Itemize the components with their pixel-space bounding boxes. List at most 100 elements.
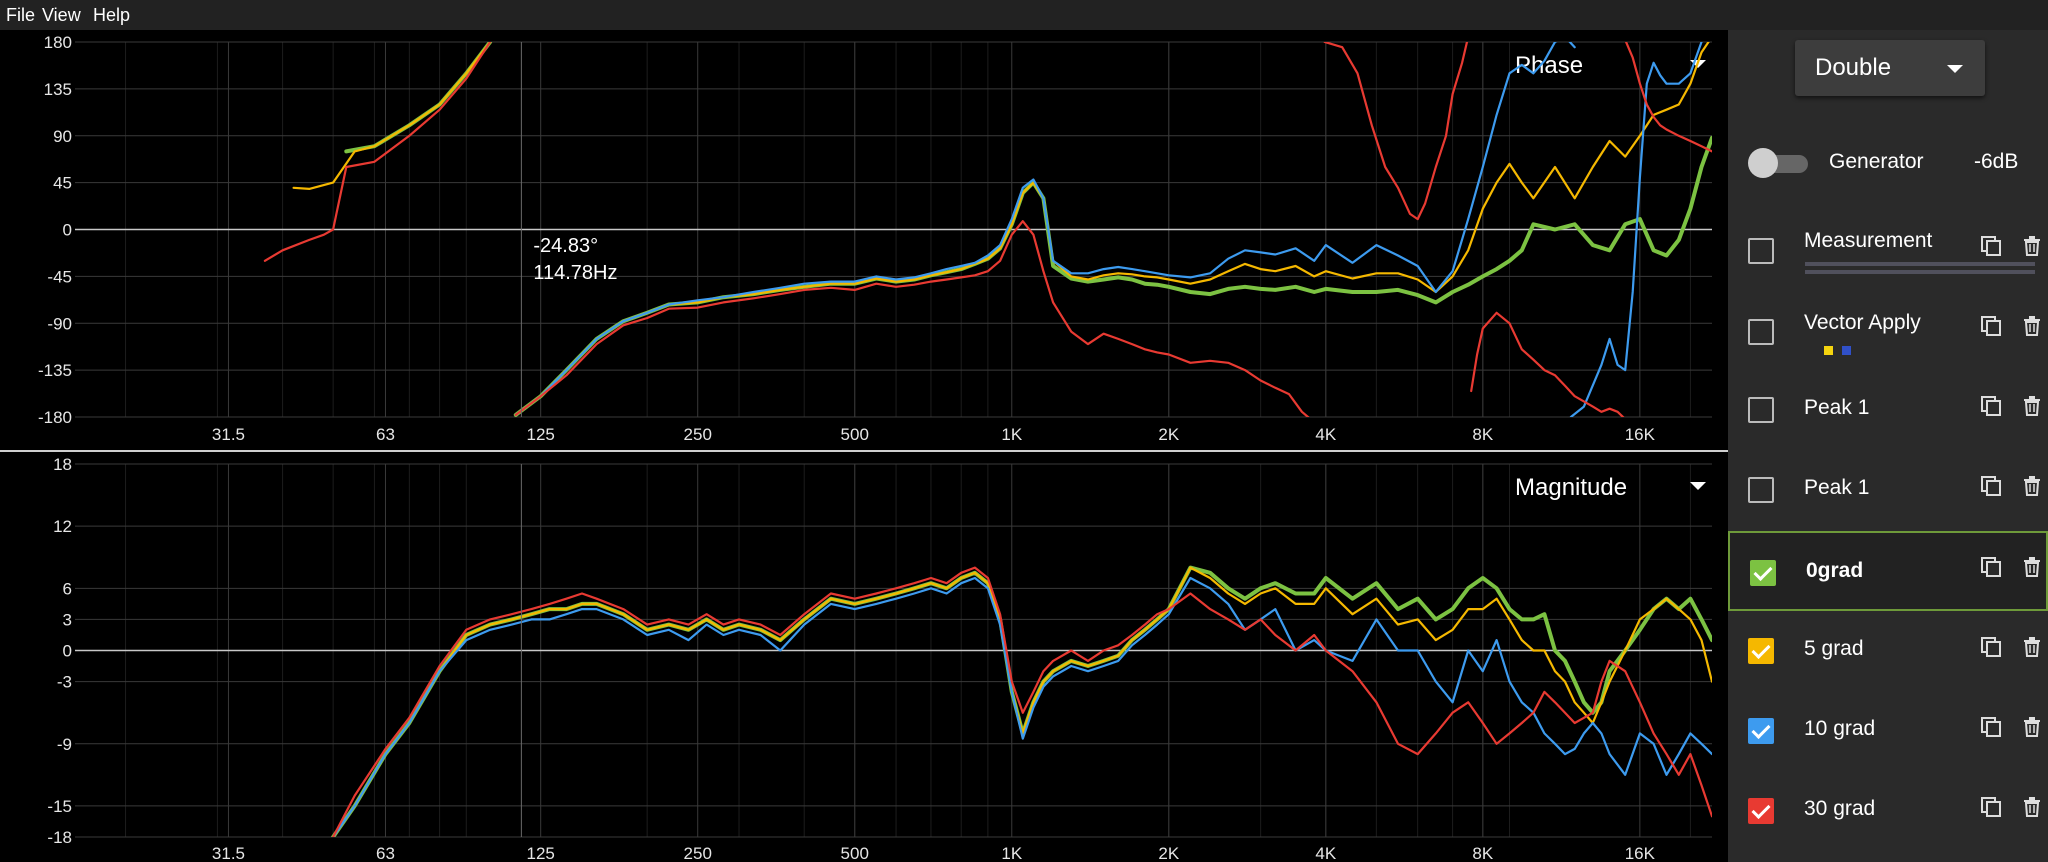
- x-tick-label: 4K: [1315, 844, 1336, 862]
- series-line: [514, 42, 1576, 416]
- series-line: [1323, 42, 1469, 221]
- measurement-checkbox[interactable]: [1748, 798, 1774, 824]
- series-line: [1569, 42, 1703, 417]
- y-tick-label: -90: [47, 314, 72, 333]
- y-tick-label: 18: [53, 455, 72, 474]
- chevron-down-icon[interactable]: [1690, 482, 1706, 490]
- series-group: [263, 42, 1712, 417]
- series-line: [1624, 42, 1712, 153]
- measurement-name: 5 grad: [1804, 637, 1864, 660]
- x-tick-label: 8K: [1472, 425, 1493, 444]
- series-group: [331, 565, 1712, 837]
- copy-icon[interactable]: [1980, 475, 2002, 497]
- y-tick-label: -135: [38, 361, 72, 380]
- x-tick-label: 4K: [1315, 425, 1336, 444]
- measurement-checkbox[interactable]: [1748, 718, 1774, 744]
- menu-file[interactable]: File: [6, 5, 36, 25]
- trash-icon[interactable]: [2022, 556, 2042, 578]
- measurement-name: Vector Apply: [1804, 311, 1921, 334]
- measurement-row[interactable]: Peak 1: [1728, 370, 2048, 450]
- measurement-row[interactable]: 10 grad: [1728, 691, 2048, 771]
- x-tick-label: 16K: [1625, 425, 1656, 444]
- measurement-row[interactable]: Peak 1: [1728, 450, 2048, 530]
- generator-label: Generator: [1829, 150, 1924, 173]
- series-line: [514, 42, 1710, 416]
- x-tick-label: 500: [841, 844, 869, 862]
- measurement-progress-bar: [1805, 270, 2035, 274]
- trash-icon[interactable]: [2022, 315, 2042, 337]
- measurement-row[interactable]: 5 grad: [1728, 611, 2048, 691]
- menu-help[interactable]: Help: [93, 5, 131, 25]
- x-tick-label: 125: [527, 425, 555, 444]
- trash-icon[interactable]: [2022, 235, 2042, 257]
- color-swatch: [1842, 346, 1851, 355]
- series-line: [292, 42, 492, 190]
- y-tick-label: 6: [63, 579, 72, 598]
- series-line: [344, 42, 493, 154]
- measurement-checkbox[interactable]: [1748, 397, 1774, 423]
- phase-chart: 31.5 63 125 250 500 1K 2K 4K 8K 16K 180 135 90 45 0 -45…: [38, 33, 1712, 444]
- x-tick-label: 31.5: [212, 425, 245, 444]
- x-tick-label: 2K: [1158, 425, 1179, 444]
- mode-dropdown[interactable]: Double: [1795, 40, 1985, 96]
- y-tick-label: 180: [44, 33, 72, 52]
- measurement-checkbox[interactable]: [1748, 238, 1774, 264]
- generator-toggle[interactable]: [1748, 148, 1810, 178]
- menu-view[interactable]: View: [42, 5, 81, 25]
- trash-icon[interactable]: [2022, 636, 2042, 658]
- measurement-checkbox[interactable]: [1748, 319, 1774, 345]
- measurement-checkbox[interactable]: [1748, 477, 1774, 503]
- series-line: [331, 565, 1712, 837]
- series-line: [514, 220, 1310, 417]
- y-tick-label: -3: [57, 673, 72, 692]
- measurement-row[interactable]: Vector Apply: [1728, 290, 2048, 370]
- x-tick-label: 63: [376, 425, 395, 444]
- x-tick-label: 16K: [1625, 844, 1656, 862]
- toggle-knob: [1748, 148, 1778, 178]
- y-tick-label: -45: [47, 267, 72, 286]
- chevron-down-icon: [1947, 65, 1963, 73]
- copy-icon[interactable]: [1980, 796, 2002, 818]
- measurement-name: Peak 1: [1804, 476, 1870, 499]
- generator-level: -6dB: [1974, 150, 2019, 173]
- x-tick-label: 500: [841, 425, 869, 444]
- y-tick-label: 12: [53, 517, 72, 536]
- y-tick-label: 0: [63, 642, 72, 661]
- x-tick-label: 63: [376, 844, 395, 862]
- copy-icon[interactable]: [1980, 716, 2002, 738]
- trash-icon[interactable]: [2022, 395, 2042, 417]
- copy-icon[interactable]: [1980, 636, 2002, 658]
- mode-label: Double: [1815, 54, 1892, 81]
- copy-icon[interactable]: [1980, 315, 2002, 337]
- measurement-checkbox[interactable]: [1748, 638, 1774, 664]
- trash-icon[interactable]: [2022, 716, 2042, 738]
- measurement-row[interactable]: Measurement: [1728, 210, 2048, 290]
- copy-icon[interactable]: [1980, 395, 2002, 417]
- measurement-name: 10 grad: [1804, 717, 1876, 740]
- x-tick-label: 250: [684, 425, 712, 444]
- series-line: [1470, 311, 1625, 417]
- phase-title: Phase: [1515, 52, 1583, 79]
- y-tick-label: 135: [44, 80, 72, 99]
- measurement-checkbox[interactable]: [1750, 560, 1776, 586]
- x-tick-label: 250: [684, 844, 712, 862]
- measurement-name: Peak 1: [1804, 396, 1870, 419]
- magnitude-chart: 31.5 63 125 250 500 1K 2K 4K 8K 16K1812630-3-9-15…: [47, 455, 1712, 862]
- y-tick-label: 3: [63, 610, 72, 629]
- copy-icon[interactable]: [1980, 556, 2002, 578]
- trash-icon[interactable]: [2022, 475, 2042, 497]
- y-tick-label: 0: [63, 221, 72, 240]
- x-tick-label: 125: [527, 844, 555, 862]
- x-tick-label: 31.5: [212, 844, 245, 862]
- x-tick-label: 1K: [1001, 425, 1022, 444]
- copy-icon[interactable]: [1980, 235, 2002, 257]
- x-tick-label: 8K: [1472, 844, 1493, 862]
- measurement-progress-bar: [1805, 262, 2035, 266]
- measurement-row[interactable]: 30 grad: [1728, 771, 2048, 851]
- magnitude-title: Magnitude: [1515, 474, 1627, 501]
- trash-icon[interactable]: [2022, 796, 2042, 818]
- series-line: [263, 42, 492, 262]
- measurement-name: 0grad: [1806, 559, 1864, 582]
- cursor-frequency: 114.78Hz: [533, 262, 617, 284]
- y-tick-label: -180: [38, 408, 72, 427]
